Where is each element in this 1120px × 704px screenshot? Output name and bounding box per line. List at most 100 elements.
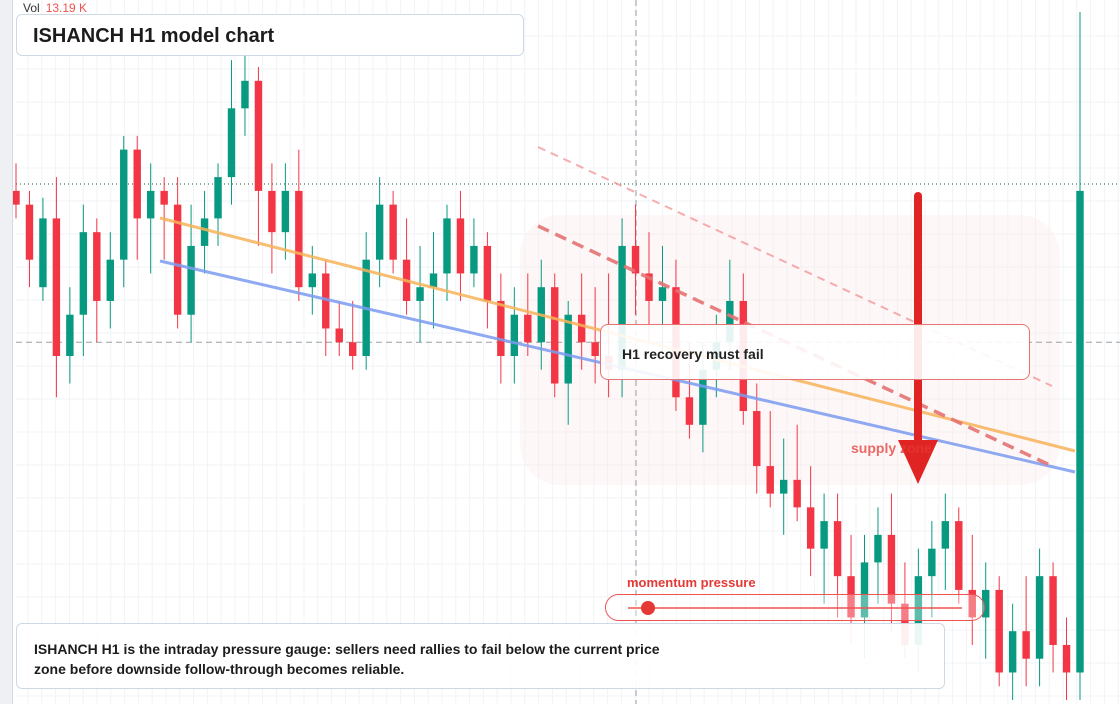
candle-body xyxy=(295,190,303,288)
candle-body xyxy=(133,149,141,219)
candle xyxy=(551,273,559,398)
note-text: ISHANCH H1 is the intraday pressure gaug… xyxy=(34,641,660,677)
candle-body xyxy=(631,245,640,274)
candle xyxy=(362,232,370,370)
candle xyxy=(928,521,936,618)
candle xyxy=(79,204,88,356)
candle xyxy=(470,218,478,288)
candle-body xyxy=(66,314,74,356)
candle xyxy=(766,411,774,508)
candle-body xyxy=(766,466,774,494)
candle xyxy=(577,273,586,370)
candle-body xyxy=(254,80,263,191)
candle xyxy=(106,232,114,329)
candle xyxy=(874,507,882,604)
candle-body xyxy=(982,589,990,618)
candle xyxy=(52,177,61,398)
candle-body xyxy=(1049,576,1057,645)
candle-body xyxy=(322,273,330,329)
candle xyxy=(25,190,34,288)
candle-body xyxy=(335,328,343,343)
chart-grid xyxy=(16,0,1120,704)
candle xyxy=(12,163,20,219)
candle-body xyxy=(39,218,47,288)
candle-body xyxy=(793,479,801,508)
candle xyxy=(591,287,599,384)
candle-body xyxy=(93,232,101,301)
candle xyxy=(389,190,397,274)
candle-body xyxy=(146,190,155,219)
momentum-gauge-knob xyxy=(641,601,656,615)
chart-title: ISHANCH H1 model chart xyxy=(33,25,275,47)
candle-body xyxy=(806,507,815,549)
candle-body xyxy=(887,534,896,604)
candle-body xyxy=(12,190,20,205)
candle xyxy=(133,135,141,260)
candle xyxy=(402,218,411,315)
candle xyxy=(497,273,505,384)
candle-body xyxy=(955,521,963,590)
candle xyxy=(1076,12,1084,700)
candle-body xyxy=(106,259,114,301)
candle xyxy=(753,383,761,494)
candle-body xyxy=(564,314,572,384)
candle-body xyxy=(120,149,128,260)
recovery-callout: H1 recovery must fail xyxy=(600,324,1030,380)
supply-zone-label: supply zone xyxy=(851,440,932,456)
candle-body xyxy=(375,204,384,260)
candle-body xyxy=(416,287,424,301)
candle xyxy=(968,534,976,645)
candle-body xyxy=(187,245,195,315)
candle xyxy=(955,507,963,604)
candle-body xyxy=(429,273,438,288)
chart-title-panel: ISHANCH H1 model chart xyxy=(16,14,524,56)
candle-body xyxy=(551,287,559,384)
candle xyxy=(806,466,815,577)
candle xyxy=(200,190,209,274)
candle xyxy=(66,287,74,384)
candle-body xyxy=(995,589,1003,673)
candle xyxy=(443,204,451,301)
note-panel: ISHANCH H1 is the intraday pressure gaug… xyxy=(16,623,945,689)
candle-body xyxy=(1022,631,1030,659)
candle xyxy=(281,163,290,260)
candle xyxy=(187,204,195,343)
candle xyxy=(93,218,101,343)
candle-body xyxy=(308,273,317,288)
candle-body xyxy=(25,204,34,260)
candle xyxy=(1049,562,1057,673)
candle-body xyxy=(658,287,667,301)
candle-body xyxy=(928,548,936,577)
candle xyxy=(995,576,1003,687)
candle xyxy=(793,424,801,522)
candle-body xyxy=(281,190,290,233)
candle xyxy=(335,300,343,356)
candle-body xyxy=(874,534,882,563)
momentum-gauge-line xyxy=(628,607,962,609)
candle-body xyxy=(456,218,465,274)
candle xyxy=(349,300,357,370)
candle-body xyxy=(685,397,694,425)
candle xyxy=(820,493,828,604)
candle-body xyxy=(200,218,209,246)
candle-body xyxy=(753,411,761,467)
recovery-callout-text: H1 recovery must fail xyxy=(622,346,764,362)
candle-body xyxy=(483,245,492,301)
candle xyxy=(173,177,182,329)
candle xyxy=(1008,603,1017,700)
candle-body xyxy=(227,108,236,178)
candle-body xyxy=(779,479,788,494)
candle xyxy=(268,163,276,274)
volume-label: Vol xyxy=(23,1,40,15)
candle-body xyxy=(847,576,855,618)
candle-body xyxy=(577,314,586,343)
candle-body xyxy=(914,576,923,645)
candle xyxy=(295,149,303,301)
candle xyxy=(779,438,788,535)
candle xyxy=(483,232,492,329)
candle xyxy=(254,67,263,246)
candle-body xyxy=(591,342,599,356)
candle xyxy=(39,197,47,301)
channel-upper-dashed xyxy=(537,146,1053,387)
candle xyxy=(941,493,950,590)
